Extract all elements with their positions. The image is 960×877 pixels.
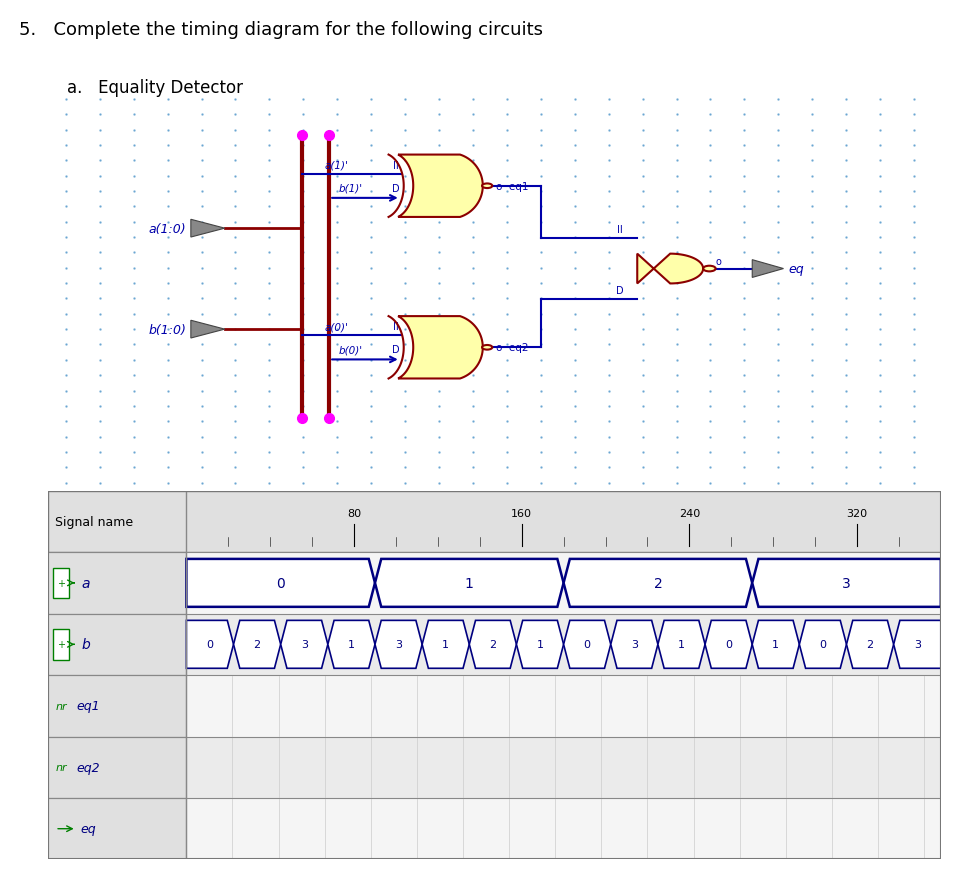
Circle shape bbox=[482, 184, 492, 189]
Text: 3: 3 bbox=[631, 639, 637, 650]
Text: b(1)': b(1)' bbox=[338, 183, 362, 194]
Polygon shape bbox=[191, 321, 225, 339]
Text: 1: 1 bbox=[443, 639, 449, 650]
Circle shape bbox=[703, 267, 715, 272]
Text: 1: 1 bbox=[678, 639, 685, 650]
Text: II: II bbox=[394, 322, 399, 332]
Text: 0: 0 bbox=[725, 639, 732, 650]
Polygon shape bbox=[280, 621, 327, 668]
Polygon shape bbox=[894, 621, 941, 668]
Text: II: II bbox=[394, 160, 399, 170]
FancyBboxPatch shape bbox=[48, 614, 941, 675]
Text: 0: 0 bbox=[276, 576, 285, 590]
Polygon shape bbox=[375, 560, 564, 607]
Text: eq1: eq1 bbox=[77, 700, 100, 712]
Polygon shape bbox=[469, 621, 516, 668]
Polygon shape bbox=[847, 621, 894, 668]
Text: 2: 2 bbox=[867, 639, 874, 650]
Polygon shape bbox=[753, 621, 800, 668]
Text: 2: 2 bbox=[253, 639, 261, 650]
FancyBboxPatch shape bbox=[48, 798, 941, 859]
Text: 160: 160 bbox=[511, 509, 532, 518]
Polygon shape bbox=[398, 317, 483, 379]
Polygon shape bbox=[705, 621, 753, 668]
Text: 1: 1 bbox=[465, 576, 473, 590]
Text: 1: 1 bbox=[348, 639, 355, 650]
Text: +: + bbox=[58, 639, 65, 650]
Text: 3: 3 bbox=[300, 639, 308, 650]
Text: 2: 2 bbox=[490, 639, 496, 650]
Text: D: D bbox=[393, 345, 400, 355]
Text: a(1:0): a(1:0) bbox=[149, 223, 186, 235]
Text: o: o bbox=[715, 257, 722, 267]
Text: 0: 0 bbox=[206, 639, 213, 650]
Polygon shape bbox=[753, 560, 941, 607]
Text: 0: 0 bbox=[584, 639, 590, 650]
Text: b: b bbox=[82, 638, 90, 652]
FancyBboxPatch shape bbox=[54, 630, 69, 660]
Text: 320: 320 bbox=[847, 509, 868, 518]
Text: nr: nr bbox=[55, 701, 67, 711]
Text: II: II bbox=[616, 225, 622, 235]
Polygon shape bbox=[398, 155, 483, 217]
Text: +: + bbox=[58, 578, 65, 588]
Text: 1: 1 bbox=[772, 639, 780, 650]
Polygon shape bbox=[186, 560, 375, 607]
Text: 0: 0 bbox=[820, 639, 827, 650]
Text: D: D bbox=[393, 183, 400, 194]
Text: 1: 1 bbox=[537, 639, 543, 650]
Text: a(1)': a(1)' bbox=[324, 160, 348, 170]
FancyBboxPatch shape bbox=[48, 614, 186, 675]
Text: a.   Equality Detector: a. Equality Detector bbox=[67, 79, 243, 97]
FancyBboxPatch shape bbox=[48, 675, 186, 737]
FancyBboxPatch shape bbox=[48, 737, 941, 798]
Polygon shape bbox=[637, 254, 703, 284]
Text: nr: nr bbox=[55, 762, 67, 773]
FancyBboxPatch shape bbox=[48, 553, 186, 614]
FancyBboxPatch shape bbox=[54, 568, 69, 598]
Text: a(0)': a(0)' bbox=[324, 322, 348, 332]
Polygon shape bbox=[186, 621, 233, 668]
Text: D: D bbox=[615, 285, 623, 296]
FancyBboxPatch shape bbox=[48, 675, 941, 737]
Polygon shape bbox=[233, 621, 280, 668]
FancyBboxPatch shape bbox=[48, 491, 941, 553]
Circle shape bbox=[482, 346, 492, 350]
Text: o  eq2: o eq2 bbox=[496, 343, 528, 353]
Polygon shape bbox=[375, 621, 422, 668]
Polygon shape bbox=[564, 621, 611, 668]
FancyBboxPatch shape bbox=[48, 737, 186, 798]
Polygon shape bbox=[327, 621, 375, 668]
Polygon shape bbox=[422, 621, 469, 668]
Text: eq: eq bbox=[80, 823, 96, 835]
Text: 3: 3 bbox=[914, 639, 921, 650]
Text: 80: 80 bbox=[347, 509, 361, 518]
Polygon shape bbox=[516, 621, 564, 668]
Text: b(1:0): b(1:0) bbox=[149, 324, 186, 336]
Text: Signal name: Signal name bbox=[55, 516, 133, 528]
Polygon shape bbox=[800, 621, 847, 668]
Text: b(0)': b(0)' bbox=[338, 345, 362, 355]
Polygon shape bbox=[753, 260, 783, 278]
Text: eq2: eq2 bbox=[77, 761, 100, 774]
Text: eq: eq bbox=[788, 263, 804, 275]
Text: 2: 2 bbox=[654, 576, 662, 590]
Text: 3: 3 bbox=[396, 639, 402, 650]
Text: 5.   Complete the timing diagram for the following circuits: 5. Complete the timing diagram for the f… bbox=[19, 21, 543, 39]
Text: o  eq1: o eq1 bbox=[496, 182, 528, 191]
FancyBboxPatch shape bbox=[48, 553, 941, 614]
Polygon shape bbox=[191, 220, 225, 238]
Text: a: a bbox=[82, 576, 90, 590]
Polygon shape bbox=[611, 621, 658, 668]
Text: 240: 240 bbox=[679, 509, 700, 518]
Text: 3: 3 bbox=[842, 576, 851, 590]
Polygon shape bbox=[564, 560, 753, 607]
FancyBboxPatch shape bbox=[48, 798, 186, 859]
Polygon shape bbox=[658, 621, 705, 668]
